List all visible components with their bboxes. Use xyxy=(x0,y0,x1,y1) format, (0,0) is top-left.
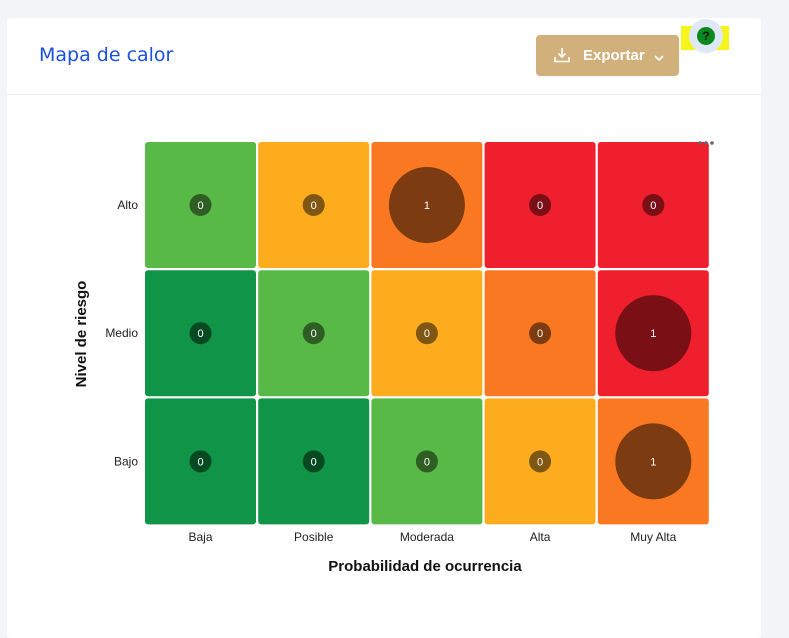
y-tick-label: Bajo xyxy=(114,454,138,468)
count-bubble[interactable] xyxy=(189,450,212,473)
count-label: 0 xyxy=(424,328,430,340)
y-tick-label: Alto xyxy=(117,198,138,212)
count-label: 1 xyxy=(650,328,656,340)
y-axis-title: Nivel de riesgo xyxy=(73,281,90,388)
chevron-down-icon xyxy=(653,50,665,68)
heatmap-chart: Nivel de riesgo Probabilidad de ocurrenc… xyxy=(73,142,709,575)
card-header: Mapa de calor Exportar xyxy=(7,18,761,95)
count-label: 0 xyxy=(197,200,203,212)
count-bubble[interactable] xyxy=(615,423,692,500)
count-bubble[interactable] xyxy=(415,450,438,473)
count-label: 0 xyxy=(537,328,543,340)
count-bubble[interactable] xyxy=(529,194,552,216)
count-bubble[interactable] xyxy=(529,322,552,345)
count-label: 0 xyxy=(197,456,203,468)
count-bubble[interactable] xyxy=(189,322,212,345)
count-label: 0 xyxy=(197,328,203,340)
count-bubble[interactable] xyxy=(302,450,325,473)
count-label: 0 xyxy=(537,456,543,468)
x-tick-label: Muy Alta xyxy=(630,530,676,544)
count-bubble[interactable] xyxy=(302,194,325,216)
count-label: 0 xyxy=(650,200,656,212)
x-tick-label: Baja xyxy=(188,530,212,544)
count-label: 0 xyxy=(311,456,317,468)
download-icon xyxy=(553,46,571,69)
count-bubble[interactable] xyxy=(388,167,465,243)
count-bubble[interactable] xyxy=(189,194,212,216)
export-button-label: Exportar xyxy=(583,47,645,64)
count-bubble[interactable] xyxy=(615,295,692,372)
export-button[interactable]: Exportar xyxy=(536,35,679,76)
count-bubble[interactable] xyxy=(415,322,438,345)
x-tick-label: Moderada xyxy=(400,530,454,544)
y-tick-label: Medio xyxy=(105,326,138,340)
count-bubble[interactable] xyxy=(529,450,552,473)
count-label: 0 xyxy=(424,456,430,468)
x-axis-title: Probabilidad de ocurrencia xyxy=(328,558,522,575)
more-horizontal-icon[interactable] xyxy=(690,120,724,169)
card-title: Mapa de calor xyxy=(39,44,174,66)
x-tick-label: Posible xyxy=(294,530,334,544)
count-bubble[interactable] xyxy=(302,322,325,345)
count-label: 1 xyxy=(424,200,430,212)
count-bubble[interactable] xyxy=(642,194,665,216)
count-label: 1 xyxy=(650,456,656,468)
x-tick-label: Alta xyxy=(530,530,551,544)
count-label: 0 xyxy=(311,328,317,340)
count-label: 0 xyxy=(537,200,543,212)
count-label: 0 xyxy=(311,200,317,212)
help-button[interactable]: ? xyxy=(697,27,715,45)
